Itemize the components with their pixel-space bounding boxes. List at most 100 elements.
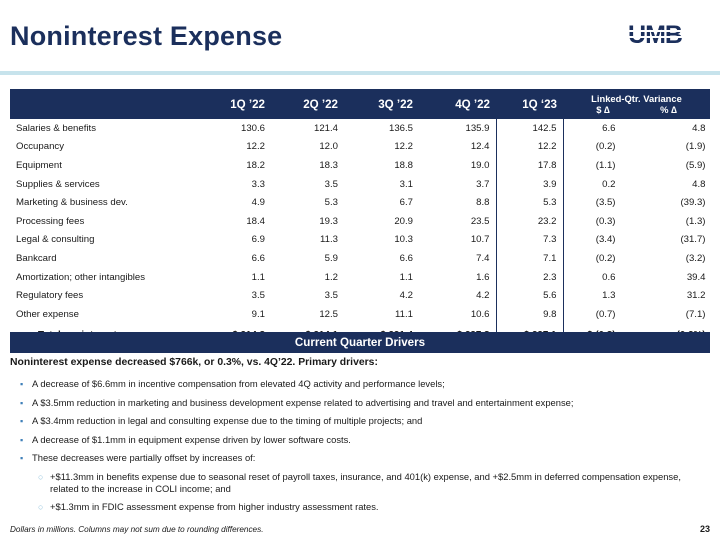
row-label: Occupancy (16, 141, 64, 153)
variance-cell: 1.3 31.2 (563, 286, 710, 305)
variance-dollar: 6.6 (602, 122, 616, 134)
cell-value: 17.8 (495, 156, 564, 175)
variance-cell: (0.7) (7.1) (563, 305, 710, 324)
noninterest-expense-table: 1Q ’22 2Q ’22 3Q ’22 4Q ’22 1Q ‘23 Linke… (10, 89, 710, 349)
table-row: Other expense 9.1 12.5 11.1 10.6 9.8 (0.7) (7.1… (10, 304, 710, 324)
table-row: Marketing & business dev. 4.9 5.3 6.7 8.8 5.3… (10, 193, 710, 212)
row-label: Marketing & business dev. (16, 197, 128, 209)
cell-value: 18.3 (319, 159, 338, 171)
row-label: Equipment (16, 159, 62, 171)
cell-value: 12.2 (495, 137, 564, 157)
cell-value: 10.3 (394, 234, 413, 246)
table-row: Supplies & services 3.3 3.5 3.1 3.7 3.9 0.2 4.8 (10, 174, 710, 194)
cell-value: 5.3 (495, 193, 564, 212)
cell-value: 5.3 (324, 197, 338, 209)
variance-pct: (39.3) (680, 197, 706, 209)
cell-value: 3.5 (324, 290, 338, 302)
cell-value: 136.5 (388, 122, 413, 134)
col-header: 3Q ’22 (344, 89, 419, 119)
cell-value: 7.1 (495, 249, 564, 268)
variance-dollar: 1.3 (602, 290, 616, 302)
table-row: Salaries & benefits 130.6 121.4 136.5 135.9 1… (10, 119, 710, 138)
cell-value: 23.5 (470, 215, 490, 227)
cell-value: 5.9 (324, 252, 338, 264)
cell-value: 23.2 (495, 211, 564, 231)
cell-value: 6.7 (399, 197, 413, 209)
variance-cell: (0.3) (1.3) (563, 212, 710, 231)
page-title: Noninterest Expense (10, 21, 283, 51)
cell-value: 12.4 (470, 141, 490, 153)
variance-pct: (31.7) (680, 234, 706, 246)
cell-value: 10.7 (470, 234, 490, 246)
cell-value: 4.2 (399, 290, 413, 302)
variance-cell: (1.1) (5.9) (563, 156, 710, 175)
variance-dollar: (0.2) (595, 252, 616, 264)
col-header: 1Q ’22 (198, 89, 271, 119)
variance-dollar: 0.2 (602, 178, 616, 190)
drivers-intro: Noninterest expense decreased $766k, or … (10, 357, 378, 368)
variance-pct: (1.9) (685, 141, 706, 153)
variance-cell: (0.2) (1.9) (563, 138, 710, 157)
variance-pct: 4.8 (692, 122, 706, 134)
sub-list-item: ○ +$1.3mm in FDIC assessment expense from… (38, 500, 379, 512)
cell-value: 3.3 (251, 178, 265, 190)
cell-value: 12.2 (246, 141, 265, 153)
cell-value: 130.6 (240, 122, 265, 134)
variance-pct-header: % ∆ (660, 104, 677, 115)
table-row: Occupancy 12.2 12.0 12.2 12.4 12.2 (0.2) (1.9) (10, 137, 710, 157)
cell-value: 1.6 (476, 271, 490, 283)
cell-value: 11.3 (320, 234, 338, 246)
variance-dollar: 0.6 (602, 271, 616, 283)
header-divider (0, 71, 720, 75)
variance-pct: (1.3) (685, 215, 706, 227)
table-row: Equipment 18.2 18.3 18.8 19.0 17.8 (1.1) (5.9) (10, 156, 710, 175)
variance-pct: (7.1) (685, 308, 706, 320)
cell-value: 4.9 (251, 197, 265, 209)
table-header-row: 1Q ’22 2Q ’22 3Q ’22 4Q ’22 1Q ‘23 Linke… (10, 89, 710, 119)
variance-pct: (3.2) (685, 252, 706, 264)
row-label: Salaries & benefits (16, 122, 96, 134)
cell-value: 3.9 (495, 174, 564, 194)
table-row: Amortization; other intangibles 1.1 1.2 1.1… (10, 267, 710, 287)
variance-dollar: (0.7) (595, 308, 616, 320)
footnote: Dollars in millions. Columns may not sum… (10, 525, 264, 534)
cell-value: 19.3 (319, 215, 338, 227)
cell-value: 12.5 (319, 308, 338, 320)
variance-cell: 0.2 4.8 (563, 175, 710, 194)
list-item: ▪ These decreases were partially offset b… (20, 452, 256, 464)
cell-value: 10.6 (470, 308, 490, 320)
variance-dollar: (0.2) (595, 141, 616, 153)
cell-value: 6.6 (251, 252, 265, 264)
cell-value: 9.8 (495, 304, 564, 324)
cell-value: 9.1 (251, 308, 265, 320)
sub-list-item: ○ +$11.3mm in benefits expense due to sea… (38, 470, 681, 494)
table-row: Legal & consulting 6.9 11.3 10.3 10.7 7.3 (3.4… (10, 230, 710, 250)
header-blank (10, 89, 198, 119)
variance-cell: 0.6 39.4 (563, 268, 710, 287)
variance-pct: 4.8 (692, 178, 706, 190)
cell-value: 19.0 (470, 159, 490, 171)
cell-value: 1.1 (251, 271, 265, 283)
cell-value: 7.4 (476, 252, 490, 264)
variance-cell: (0.2) (3.2) (563, 249, 710, 268)
table-body: Salaries & benefits 130.6 121.4 136.5 135.9 1… (10, 119, 710, 349)
row-label: Amortization; other intangibles (16, 271, 146, 283)
row-label: Regulatory fees (16, 290, 84, 302)
col-header: 1Q ‘23 (496, 89, 563, 119)
variance-pct: 31.2 (686, 290, 706, 302)
circle-bullet-icon: ○ (38, 471, 44, 482)
list-item: ▪ A decrease of $1.1mm in equipment expen… (20, 433, 351, 445)
cell-value: 7.3 (495, 230, 564, 250)
table-row: Regulatory fees 3.5 3.5 4.2 4.2 5.6 1.3 31.2 (10, 286, 710, 305)
cell-value: 135.9 (465, 122, 490, 134)
drivers-list: ▪ A decrease of $6.6mm in incentive compe… (20, 378, 710, 519)
cell-value: 3.1 (399, 178, 413, 190)
row-label: Supplies & services (16, 178, 100, 190)
page-number: 23 (699, 524, 710, 534)
variance-pct: (5.9) (685, 159, 706, 171)
variance-cell: (3.5) (39.3) (563, 193, 710, 212)
variance-cell: 6.6 4.8 (563, 119, 710, 138)
circle-bullet-icon: ○ (38, 501, 44, 512)
variance-dollar: (0.3) (595, 215, 616, 227)
cell-value: 3.5 (251, 290, 265, 302)
